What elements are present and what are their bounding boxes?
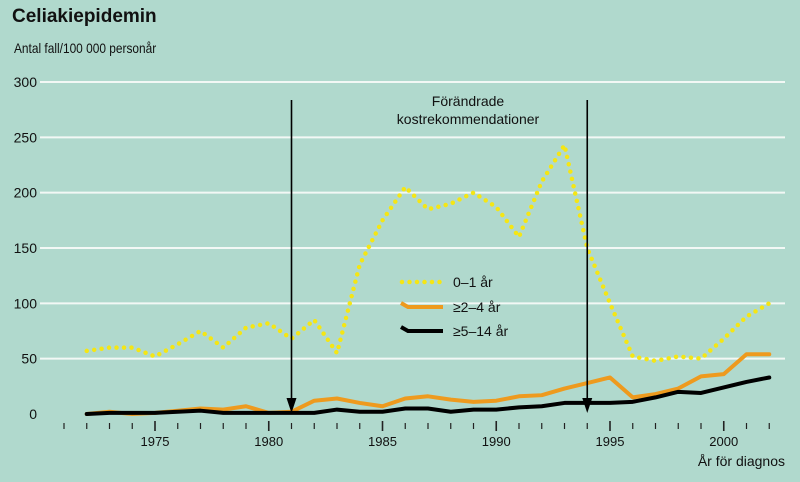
arrow-head-icon [582,398,593,413]
y-axis-label: Antal fall/100 000 personår [14,40,157,56]
arrow-head-icon [286,398,297,413]
x-axis-label: År för diagnos [698,453,785,469]
x-tick-label: 2000 [709,434,738,449]
series-line-0 [84,142,772,364]
chart-title: Celiakiepidemin [12,6,157,27]
x-tick-label: 1980 [254,434,283,449]
legend-label: ≥5–14 år [453,323,509,339]
y-tick-label: 300 [14,74,38,90]
x-tick-label: 1995 [596,434,625,449]
y-tick-label: 0 [29,406,37,422]
x-tick-label: 1990 [482,434,511,449]
y-tick-label: 150 [14,240,38,256]
y-tick-label: 100 [14,295,38,311]
series-line-1 [84,352,772,416]
y-tick-label: 50 [21,351,37,367]
x-tick-label: 1975 [141,434,170,449]
annotation-line2: kostrekommendationer [397,111,540,127]
legend-swatch [400,325,443,333]
legend-label: ≥2–4 år [453,299,501,315]
legend-label: 0–1 år [453,274,493,290]
annotation-line1: Förändrade [432,93,505,109]
legend-swatch [400,301,443,309]
y-tick-label: 200 [14,185,38,201]
series-line-2 [84,375,772,416]
y-tick-label: 250 [14,129,38,145]
x-tick-label: 1985 [368,434,397,449]
